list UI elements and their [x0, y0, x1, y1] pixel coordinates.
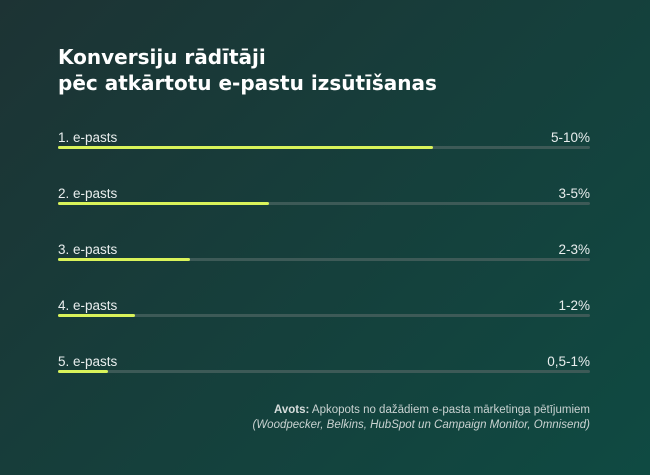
source-line: Avots: Apkopots no dažādiem e-pasta mārk… — [253, 403, 590, 418]
bar-value-label: 0,5-1% — [547, 354, 590, 369]
bar-track — [58, 258, 590, 261]
bar — [58, 370, 108, 373]
bar-value-label: 5-10% — [550, 130, 590, 145]
bar-label: 1. e-pasts — [58, 130, 118, 145]
bar-row: 2. e-pasts 3-5% — [58, 184, 590, 240]
bar — [58, 314, 136, 317]
bar-track — [58, 314, 590, 317]
bar-track — [58, 146, 590, 149]
source-label: Avots: — [274, 404, 310, 416]
source-note: Avots: Apkopots no dažādiem e-pasta mārk… — [253, 403, 591, 433]
bar-track — [58, 370, 590, 373]
bar-label: 2. e-pasts — [58, 186, 118, 201]
bar-row: 3. e-pasts 2-3% — [58, 240, 590, 296]
bar-value-label: 2-3% — [558, 242, 590, 257]
bar-label: 5. e-pasts — [58, 354, 118, 369]
bar — [58, 258, 190, 261]
bar-value-label: 3-5% — [558, 186, 590, 201]
bar — [58, 202, 270, 205]
bar-row: 1. e-pasts 5-10% — [58, 128, 590, 184]
source-refs: (Woodpecker, Belkins, HubSpot un Campaig… — [252, 419, 591, 431]
bar — [58, 146, 434, 149]
chart-title-line-1: Konversiju rādītāji — [58, 45, 266, 69]
bar-label: 4. e-pasts — [58, 298, 118, 313]
bar-list: 1. e-pasts 5-10% 2. e-pasts 3-5% 3. e-pasts 2… — [58, 128, 590, 408]
bar-label: 3. e-pasts — [58, 242, 118, 257]
bar-value-label: 1-2% — [558, 298, 590, 313]
bar-row: 5. e-pasts 0,5-1% — [58, 352, 590, 408]
chart-title-line-2: pēc atkārtotu e-pastu izsūtīšanas — [58, 71, 437, 95]
source-text: Apkopots no dažādiem e-pasta mārketinga … — [311, 404, 590, 416]
chart-title: Konversiju rādītāji pēc atkārtotu e-past… — [58, 44, 598, 96]
bar-row: 4. e-pasts 1-2% — [58, 296, 590, 352]
bar-track — [58, 202, 590, 205]
